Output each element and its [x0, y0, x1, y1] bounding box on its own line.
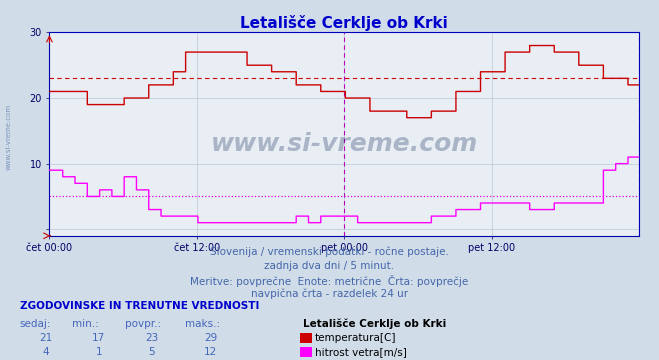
Text: 4: 4 [43, 347, 49, 357]
Text: povpr.:: povpr.: [125, 319, 161, 329]
Text: Letališče Cerklje ob Krki: Letališče Cerklje ob Krki [303, 319, 446, 329]
Text: sedaj:: sedaj: [20, 319, 51, 329]
Text: navpična črta - razdelek 24 ur: navpična črta - razdelek 24 ur [251, 289, 408, 299]
Text: maks.:: maks.: [185, 319, 219, 329]
Text: 21: 21 [40, 333, 53, 343]
Text: 1: 1 [96, 347, 102, 357]
Text: zadnja dva dni / 5 minut.: zadnja dva dni / 5 minut. [264, 261, 395, 271]
Text: Meritve: povprečne  Enote: metrične  Črta: povprečje: Meritve: povprečne Enote: metrične Črta:… [190, 275, 469, 287]
Text: ZGODOVINSKE IN TRENUTNE VREDNOSTI: ZGODOVINSKE IN TRENUTNE VREDNOSTI [20, 301, 259, 311]
Text: 17: 17 [92, 333, 105, 343]
Text: www.si-vreme.com: www.si-vreme.com [5, 104, 11, 170]
Text: 12: 12 [204, 347, 217, 357]
Text: hitrost vetra[m/s]: hitrost vetra[m/s] [315, 347, 407, 357]
Text: 5: 5 [148, 347, 155, 357]
Text: Slovenija / vremenski podatki - ročne postaje.: Slovenija / vremenski podatki - ročne po… [210, 247, 449, 257]
Text: 29: 29 [204, 333, 217, 343]
Title: Letališče Cerklje ob Krki: Letališče Cerklje ob Krki [241, 15, 448, 31]
Text: temperatura[C]: temperatura[C] [315, 333, 397, 343]
Text: 23: 23 [145, 333, 158, 343]
Text: www.si-vreme.com: www.si-vreme.com [211, 132, 478, 156]
Text: min.:: min.: [72, 319, 100, 329]
